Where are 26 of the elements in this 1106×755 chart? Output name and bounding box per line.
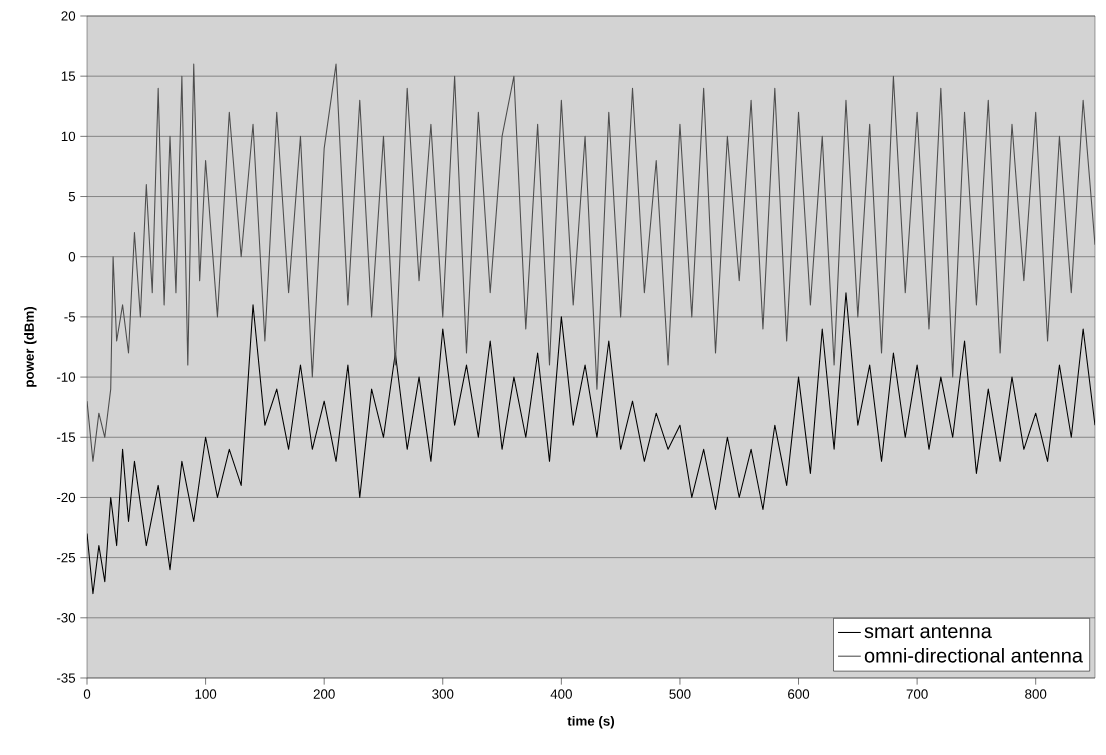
y-tick-label: 0 xyxy=(68,252,76,262)
x-tick-label: 600 xyxy=(788,689,810,699)
x-tick-label: 700 xyxy=(906,689,928,699)
y-tick-label: -25 xyxy=(56,552,76,563)
x-tick-label: 800 xyxy=(1025,689,1047,699)
y-tick-label: 10 xyxy=(61,131,76,142)
line-series xyxy=(87,292,1095,595)
x-tick-label: 100 xyxy=(195,689,217,699)
y-axis-title: power (dBm) xyxy=(24,306,37,387)
legend-label: smart antenna xyxy=(864,625,992,639)
y-tick-label: 5 xyxy=(68,191,76,202)
x-tick-label: 200 xyxy=(313,689,335,699)
y-tick-label: 15 xyxy=(61,71,76,81)
y-tick-label: 20 xyxy=(61,11,76,21)
y-tick-label: -15 xyxy=(56,432,76,442)
y-tick-label: -30 xyxy=(56,613,76,623)
x-tick-label: 500 xyxy=(669,689,691,699)
y-tick-label: -10 xyxy=(56,372,76,382)
x-tick-label: 400 xyxy=(550,689,572,699)
x-axis-title: time (s) xyxy=(567,715,615,729)
y-tick-label: -5 xyxy=(64,312,76,322)
x-tick-label: 0 xyxy=(83,689,91,699)
legend-label: omni-directional antenna xyxy=(864,647,1083,663)
y-tick-label: -35 xyxy=(56,673,76,683)
y-tick-label: -20 xyxy=(56,492,76,503)
x-tick-label: 300 xyxy=(432,689,454,699)
